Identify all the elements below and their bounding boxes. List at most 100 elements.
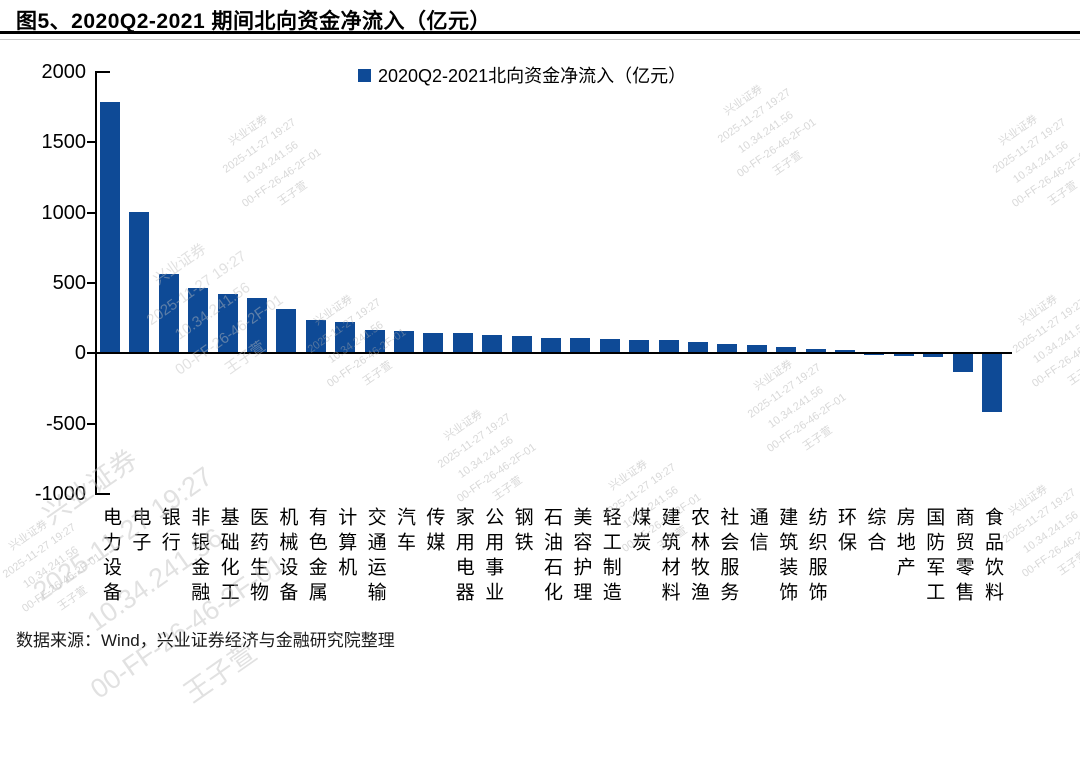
x-axis-category-label: 传媒 xyxy=(423,507,445,557)
bar-美容护理 xyxy=(570,338,591,353)
bar-交通运输 xyxy=(364,329,385,353)
x-axis-category-label: 房地产 xyxy=(893,507,915,582)
bar-煤炭 xyxy=(629,339,650,353)
x-axis-category-label: 有色金属 xyxy=(305,507,327,607)
watermark-line: 10.34.241.56 xyxy=(455,433,516,481)
watermark-line: 00-FF-26-46-2F-01 xyxy=(1019,516,1080,580)
watermark-text: 兴业证券 2025-11-27 19:27 10.34.241.56 00-FF-26… xyxy=(205,96,337,228)
bar-机械设备 xyxy=(276,308,297,353)
watermark-line: 2025-11-27 19:27 xyxy=(435,411,514,471)
x-axis-category-label: 综合 xyxy=(864,507,886,557)
x-axis-category-label: 轻工制造 xyxy=(599,507,621,607)
y-axis-tick-label: 2000 xyxy=(41,61,87,83)
watermark-line: 2025-11-27 19:27 xyxy=(715,86,794,146)
watermark-line: 10.34.241.56 xyxy=(1020,508,1080,556)
y-axis-tick-label: -500 xyxy=(45,412,86,435)
y-axis-tick xyxy=(87,141,95,144)
watermark-text: 兴业证券 2025-11-27 19:27 10.34.241.56 00-FF-26… xyxy=(975,96,1080,228)
x-axis-category-label: 非银金融 xyxy=(188,507,210,607)
bar-计算机 xyxy=(335,322,356,353)
bar-基础化工 xyxy=(217,293,238,353)
bar-商贸零售 xyxy=(952,354,973,372)
x-axis-category-label: 建筑装饰 xyxy=(776,507,798,607)
bar-钢铁 xyxy=(511,336,532,353)
watermark-line: 兴业证券 xyxy=(7,518,50,554)
y-axis-tick-label: 1000 xyxy=(41,201,87,224)
watermark-line: 王子萱 xyxy=(1055,549,1080,579)
bar-银行 xyxy=(158,273,179,353)
y-axis-tick-label: 500 xyxy=(52,272,86,294)
x-axis-category-label: 食品饮料 xyxy=(982,507,1003,607)
y-axis-tick-label: 1500 xyxy=(41,131,87,154)
watermark-line: 10.34.241.56 xyxy=(240,138,301,186)
watermark-line: 00-FF-26-46-2F-01 xyxy=(1029,326,1080,390)
watermark-line: 10.34.241.56 xyxy=(1030,318,1080,366)
x-axis-category-label: 计算机 xyxy=(335,507,357,582)
watermark-line: 兴业证券 xyxy=(607,458,650,494)
y-axis-line xyxy=(95,71,97,495)
data-source-note: 数据来源：Wind，兴业证券经济与金融研究院整理 xyxy=(16,631,395,650)
chart-legend: 2020Q2-2021北向资金净流入（亿元） xyxy=(358,62,686,88)
watermark-line: 2025-11-27 19:27 xyxy=(990,116,1069,176)
x-axis-category-label: 电力设备 xyxy=(100,507,121,607)
x-axis-category-label: 石油石化 xyxy=(541,507,562,607)
x-axis-category-label: 汽车 xyxy=(394,507,415,557)
y-axis-corner-tick xyxy=(97,493,110,495)
y-axis-tick-label: -1000 xyxy=(34,483,86,505)
bar-轻工制造 xyxy=(599,338,620,353)
x-axis-category-label: 钢铁 xyxy=(511,507,533,557)
watermark-line: 00-FF-26-46-2F-01 xyxy=(1009,146,1080,210)
report-chart-page: { "header": { "title": "图5、2020Q2-2021 期… xyxy=(0,10,1080,709)
x-axis-category-label: 社会服务 xyxy=(717,507,739,607)
watermark-line: 00-FF-26-46-2F-01 xyxy=(734,116,819,180)
bar-建筑材料 xyxy=(658,340,679,353)
bar-社会服务 xyxy=(717,343,738,353)
bar-公用事业 xyxy=(482,335,503,353)
x-axis-category-label: 公用事业 xyxy=(482,507,504,607)
x-axis-category-label: 国防军工 xyxy=(923,507,945,607)
watermark-line: 王子萱 xyxy=(770,149,805,179)
bar-电力设备 xyxy=(100,101,120,353)
watermark-line: 10.34.241.56 xyxy=(1010,138,1071,186)
bar-建筑装饰 xyxy=(776,347,797,353)
x-axis-category-label: 电子 xyxy=(129,507,151,557)
watermark-line: 10.34.241.56 xyxy=(765,383,826,431)
bar-非银金融 xyxy=(188,287,209,353)
x-axis-category-label: 机械设备 xyxy=(276,507,298,607)
watermark-line: 10.34.241.56 xyxy=(20,543,81,591)
watermark-line: 00-FF-26-46-2F-01 xyxy=(239,146,324,210)
y-axis-corner-tick xyxy=(97,71,110,73)
title-divider xyxy=(0,31,1080,34)
watermark-line: 2025-11-27 19:27 xyxy=(220,116,299,176)
watermark-line: 兴业证券 xyxy=(442,408,485,444)
y-axis-tick xyxy=(87,352,95,355)
bar-传媒 xyxy=(423,332,444,353)
bar-食品饮料 xyxy=(982,354,1002,412)
x-axis-category-label: 家用电器 xyxy=(452,507,474,607)
legend-label: 2020Q2-2021北向资金净流入（亿元） xyxy=(378,66,687,86)
watermark-text: 兴业证券 2025-11-27 19:27 10.34.241.56 00-FF-26… xyxy=(420,391,552,523)
x-axis-category-label: 交通运输 xyxy=(364,507,386,607)
bar-国防军工 xyxy=(923,354,944,358)
legend-square-icon xyxy=(358,68,371,82)
bar-电子 xyxy=(129,211,150,353)
y-axis-tick-label: 0 xyxy=(74,342,86,365)
watermark-line: 00-FF-26-46-2F-01 xyxy=(19,551,104,615)
watermark-line: 00-FF-26-46-2F-01 xyxy=(454,441,539,505)
watermark-line: 王子萱 xyxy=(275,179,310,209)
watermark-text: 兴业证券 2025-11-27 19:27 10.34.241.56 00-FF-26… xyxy=(700,66,832,198)
y-axis-tick xyxy=(87,282,95,284)
x-axis-category-label: 商贸零售 xyxy=(952,507,974,607)
x-axis-category-label: 基础化工 xyxy=(217,507,239,607)
bar-农林牧渔 xyxy=(688,341,708,353)
bar-医药生物 xyxy=(247,298,267,353)
watermark-line: 2025-11-27 19:27 xyxy=(0,521,79,581)
watermark-line: 2025-11-27 19:27 xyxy=(1000,486,1079,546)
x-axis-baseline xyxy=(95,352,1012,355)
watermark-line: 10.34.241.56 xyxy=(735,108,796,156)
bar-家用电器 xyxy=(452,333,473,353)
watermark-text: 兴业证券 2025-11-27 19:27 10.34.241.56 00-FF-26… xyxy=(730,341,862,473)
watermark-text: 兴业证券 2025-11-27 19:27 10.34.241.56 00-FF-26… xyxy=(995,276,1080,408)
title-divider-shadow xyxy=(0,39,1080,40)
bar-石油石化 xyxy=(541,337,561,353)
